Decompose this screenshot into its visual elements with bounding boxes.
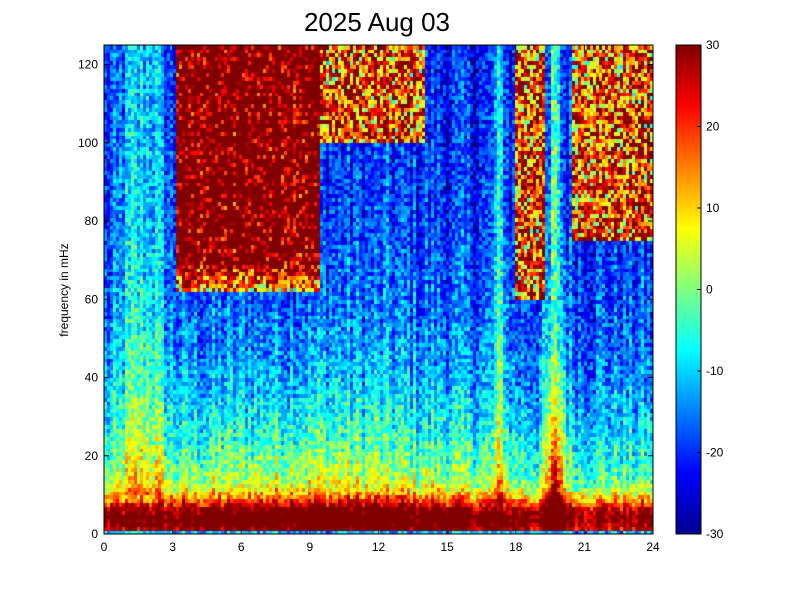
- colorbar-tick-label: -30: [706, 527, 724, 541]
- y-tick-label: 80: [85, 214, 99, 228]
- colorbar-tick-label: -20: [706, 446, 724, 460]
- y-axis: 0 20 40 60 80 100 120: [78, 58, 653, 541]
- colorbar-ticks: 30 20 10 0 -10 -20 -30: [697, 38, 724, 541]
- colorbar-tick-label: -10: [706, 364, 724, 378]
- x-tick-label: 9: [307, 540, 314, 554]
- y-tick-label: 60: [85, 292, 99, 306]
- x-tick-label: 12: [372, 540, 386, 554]
- x-tick-label: 3: [169, 540, 176, 554]
- colorbar-tick-label: 20: [706, 120, 720, 134]
- heatmap-cells: [104, 45, 653, 534]
- y-tick-label: 40: [85, 371, 99, 385]
- colorbar-tick-label: 0: [706, 283, 713, 297]
- x-tick-label: 15: [440, 540, 454, 554]
- colorbar-gradient: [675, 44, 702, 535]
- y-tick-label: 120: [78, 58, 98, 72]
- x-tick-label: 0: [101, 540, 108, 554]
- x-tick-label: 18: [509, 540, 523, 554]
- chart-title: 2025 Aug 03: [304, 7, 450, 37]
- colorbar-tick-label: 30: [706, 38, 720, 52]
- y-tick-label: 0: [91, 527, 98, 541]
- heatmap-plot-area: [103, 44, 654, 535]
- y-tick-label: 100: [78, 136, 98, 150]
- x-axis: 0 3 6 9 12 15 18 21 24: [101, 45, 660, 554]
- y-axis-label: frequency in mHz: [57, 243, 71, 336]
- x-tick-label: 6: [238, 540, 245, 554]
- x-tick-label: 21: [578, 540, 592, 554]
- y-tick-label: 20: [85, 449, 99, 463]
- colorbar: 30 20 10 0 -10 -20 -30: [675, 38, 724, 541]
- colorbar-tick-label: 10: [706, 201, 720, 215]
- x-tick-label: 24: [646, 540, 660, 554]
